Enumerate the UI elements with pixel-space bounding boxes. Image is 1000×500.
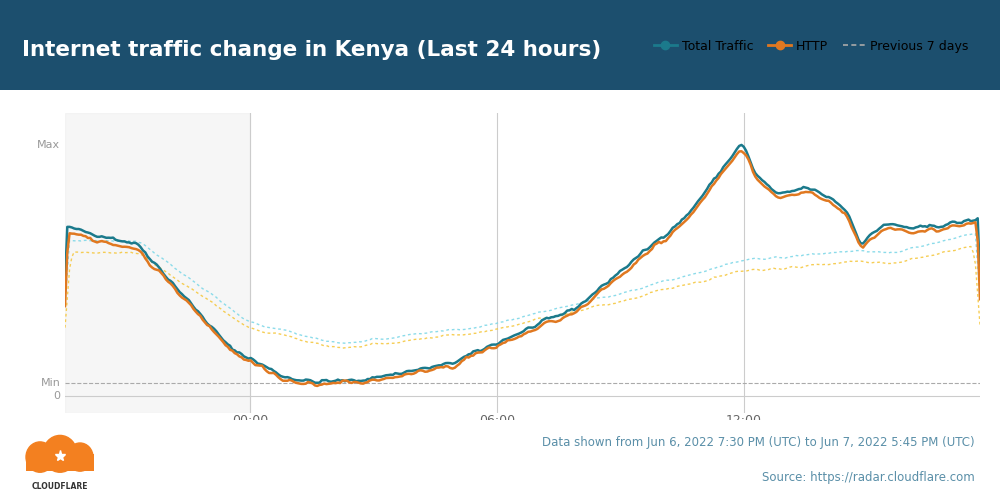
- Text: CLOUDFLARE: CLOUDFLARE: [32, 482, 88, 491]
- Text: Max: Max: [37, 140, 60, 150]
- Text: 06:00: 06:00: [479, 414, 515, 427]
- Circle shape: [26, 442, 54, 472]
- Legend: Total Traffic, HTTP, Previous 7 days: Total Traffic, HTTP, Previous 7 days: [649, 35, 974, 58]
- Text: 00:00: 00:00: [232, 414, 268, 427]
- Text: 0: 0: [53, 392, 60, 402]
- Circle shape: [67, 443, 93, 471]
- Text: Internet traffic change in Kenya (Last 24 hours): Internet traffic change in Kenya (Last 2…: [22, 40, 601, 60]
- Text: 12:00: 12:00: [726, 414, 762, 427]
- Text: Data shown from Jun 6, 2022 7:30 PM (UTC) to Jun 7, 2022 5:45 PM (UTC): Data shown from Jun 6, 2022 7:30 PM (UTC…: [542, 436, 975, 449]
- Circle shape: [43, 436, 77, 472]
- Text: Source: https://radar.cloudflare.com: Source: https://radar.cloudflare.com: [762, 471, 975, 484]
- Bar: [65, 112, 250, 412]
- Text: Min: Min: [41, 378, 60, 388]
- FancyBboxPatch shape: [26, 454, 94, 471]
